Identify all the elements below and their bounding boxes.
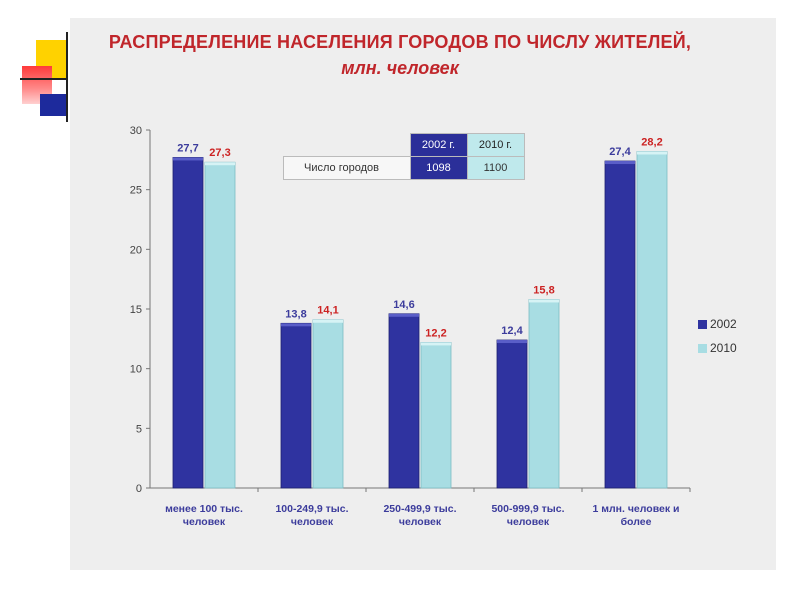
deco-blue-square [40, 94, 66, 116]
x-category-label: человек [507, 516, 550, 528]
bar-2002 [388, 313, 420, 489]
y-tick-label: 5 [136, 423, 142, 435]
x-category-label: человек [183, 516, 226, 528]
x-category-label: 250-499,9 тыс. [383, 503, 456, 515]
bar-top-2002 [605, 161, 635, 165]
data-label-2002: 13,8 [285, 308, 306, 320]
x-category-label: более [621, 516, 652, 528]
bar-2010 [528, 299, 560, 489]
bar-top-2010 [529, 299, 559, 303]
table-value-2010: 1100 [466, 156, 525, 180]
bar-2010 [636, 151, 668, 489]
legend-item-2002: 2002 [698, 312, 737, 336]
x-category-label: 500-999,9 тыс. [491, 503, 564, 515]
table-value-2002: 1098 [409, 156, 468, 180]
table-header-row: 2002 г. 2010 г. [283, 133, 525, 157]
chart-legend: 2002 2010 [698, 312, 737, 360]
table-header-2002: 2002 г. [409, 133, 468, 157]
bar-top-2010 [205, 162, 235, 166]
bar-top-2002 [173, 157, 203, 161]
y-tick-label: 25 [130, 185, 142, 197]
data-label-2002: 27,4 [609, 146, 631, 158]
bar-top-2010 [637, 151, 667, 155]
bar-top-2002 [281, 323, 311, 327]
legend-label-2010: 2010 [710, 341, 737, 355]
data-label-2002: 14,6 [393, 299, 414, 311]
bar-2002 [172, 157, 204, 489]
x-category-label: 100-249,9 тыс. [275, 503, 348, 515]
data-label-2010: 14,1 [317, 305, 338, 317]
deco-horizontal-line [20, 78, 68, 80]
bar-top-2010 [421, 342, 451, 346]
deco-vertical-line [66, 32, 68, 122]
chart-subtitle: млн. человек [341, 58, 459, 78]
y-tick-label: 20 [130, 244, 142, 256]
data-label-2010: 28,2 [641, 136, 662, 148]
legend-swatch-2010 [698, 343, 707, 353]
table-row: Число городов 1098 1100 [283, 156, 525, 180]
bar-top-2002 [497, 340, 527, 344]
data-label-2002: 12,4 [501, 325, 523, 337]
bar-2002 [280, 322, 312, 489]
data-label-2010: 15,8 [533, 284, 554, 296]
bar-2010 [204, 161, 236, 489]
x-category-label: менее 100 тыс. [165, 503, 243, 515]
y-tick-label: 0 [136, 483, 142, 495]
bar-2002 [604, 160, 636, 489]
table-corner-cell [283, 133, 411, 157]
x-category-label: 1 млн. человек и [592, 503, 679, 515]
x-category-label: человек [291, 516, 334, 528]
legend-label-2002: 2002 [710, 317, 737, 331]
table-row-label: Число городов [283, 156, 411, 180]
y-tick-label: 10 [130, 364, 142, 376]
table-header-2010: 2010 г. [466, 133, 525, 157]
bar-2002 [496, 339, 528, 489]
data-label-2010: 27,3 [209, 147, 230, 159]
legend-swatch-2002 [698, 319, 707, 329]
city-count-table: 2002 г. 2010 г. Число городов 1098 1100 [283, 133, 525, 180]
bar-2010 [420, 342, 452, 489]
legend-item-2010: 2010 [698, 336, 737, 360]
bar-2010 [312, 319, 344, 489]
y-tick-label: 15 [130, 304, 142, 316]
chart-title: РАСПРЕДЕЛЕНИЕ НАСЕЛЕНИЯ ГОРОДОВ ПО ЧИСЛУ… [108, 32, 692, 52]
bar-top-2010 [313, 319, 343, 323]
y-tick-label: 30 [130, 125, 142, 137]
bar-top-2002 [389, 313, 419, 317]
data-label-2010: 12,2 [425, 327, 446, 339]
data-label-2002: 27,7 [177, 142, 198, 154]
x-category-label: человек [399, 516, 442, 528]
